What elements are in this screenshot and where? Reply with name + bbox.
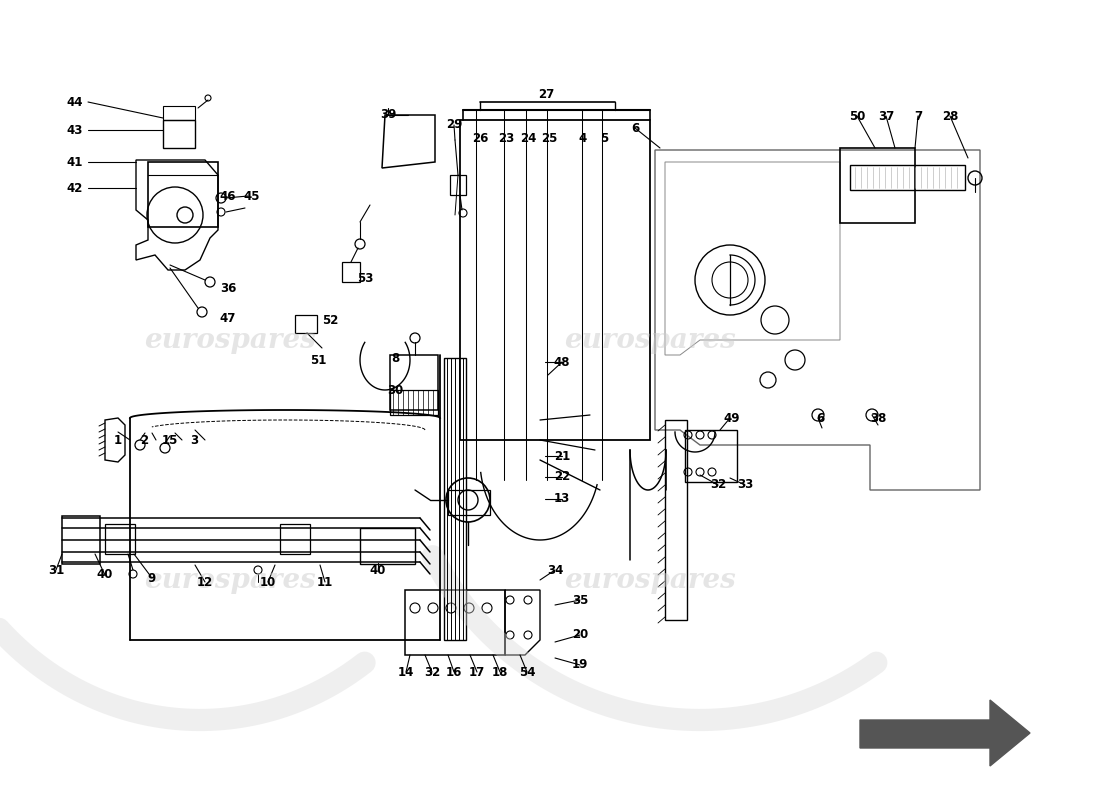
Text: 33: 33: [737, 478, 754, 491]
Text: eurospares: eurospares: [564, 326, 736, 354]
Text: 22: 22: [554, 470, 570, 483]
Text: 39: 39: [379, 109, 396, 122]
Text: 53: 53: [356, 271, 373, 285]
Text: 34: 34: [547, 563, 563, 577]
Text: 19: 19: [572, 658, 588, 671]
Text: 28: 28: [942, 110, 958, 122]
Text: 17: 17: [469, 666, 485, 678]
Text: 46: 46: [220, 190, 236, 202]
Bar: [450, 175, 466, 195]
Bar: [685, 430, 737, 482]
Text: eurospares: eurospares: [144, 326, 316, 354]
Bar: [360, 528, 415, 564]
Text: 10: 10: [260, 575, 276, 589]
Text: 14: 14: [398, 666, 415, 678]
Text: 50: 50: [849, 110, 866, 122]
Text: 51: 51: [310, 354, 327, 366]
Text: 37: 37: [878, 110, 894, 122]
Bar: [390, 355, 438, 410]
Text: 5: 5: [600, 131, 608, 145]
Text: 25: 25: [541, 131, 558, 145]
Text: 32: 32: [424, 666, 440, 678]
Text: 24: 24: [520, 131, 536, 145]
Bar: [840, 148, 915, 223]
Bar: [62, 516, 100, 564]
Text: 6: 6: [631, 122, 639, 134]
Text: 13: 13: [554, 493, 570, 506]
Text: 3: 3: [190, 434, 198, 446]
Bar: [163, 106, 195, 120]
Text: 6: 6: [816, 411, 824, 425]
Text: 40: 40: [370, 563, 386, 577]
Bar: [280, 524, 310, 554]
Text: 35: 35: [572, 594, 588, 606]
Bar: [390, 390, 438, 415]
Text: 31: 31: [48, 563, 64, 577]
Text: 32: 32: [710, 478, 726, 491]
Text: 27: 27: [538, 87, 554, 101]
Text: 30: 30: [387, 383, 403, 397]
Text: 11: 11: [317, 575, 333, 589]
Text: 18: 18: [492, 666, 508, 678]
Text: 12: 12: [197, 575, 213, 589]
Polygon shape: [860, 700, 1030, 766]
Text: 15: 15: [162, 434, 178, 446]
Bar: [163, 120, 195, 148]
Bar: [405, 590, 505, 655]
Bar: [295, 315, 317, 333]
Text: 38: 38: [870, 411, 887, 425]
Text: 21: 21: [554, 450, 570, 462]
Text: 9: 9: [147, 571, 156, 585]
Text: 8: 8: [390, 351, 399, 365]
Text: 41: 41: [67, 155, 84, 169]
Text: 44: 44: [67, 95, 84, 109]
Text: 26: 26: [472, 131, 488, 145]
Text: 29: 29: [446, 118, 462, 131]
Text: 36: 36: [220, 282, 236, 294]
Text: 48: 48: [553, 355, 570, 369]
Text: eurospares: eurospares: [564, 566, 736, 594]
Text: 45: 45: [244, 190, 261, 202]
Bar: [104, 524, 135, 554]
Text: 1: 1: [114, 434, 122, 446]
Text: 52: 52: [322, 314, 338, 326]
Text: 16: 16: [446, 666, 462, 678]
Text: 47: 47: [220, 311, 236, 325]
Bar: [850, 165, 965, 190]
Text: 54: 54: [519, 666, 536, 678]
Text: 40: 40: [97, 569, 113, 582]
Bar: [342, 262, 360, 282]
Bar: [666, 420, 688, 620]
Bar: [448, 490, 490, 515]
Bar: [148, 162, 218, 227]
Bar: [444, 358, 466, 640]
Text: 43: 43: [67, 123, 84, 137]
Text: 49: 49: [724, 411, 740, 425]
Text: 2: 2: [140, 434, 148, 446]
Text: 4: 4: [579, 131, 587, 145]
Text: 23: 23: [498, 131, 514, 145]
Text: 42: 42: [67, 182, 84, 194]
Text: 20: 20: [572, 629, 588, 642]
Text: eurospares: eurospares: [144, 566, 316, 594]
Text: 7: 7: [914, 110, 922, 122]
